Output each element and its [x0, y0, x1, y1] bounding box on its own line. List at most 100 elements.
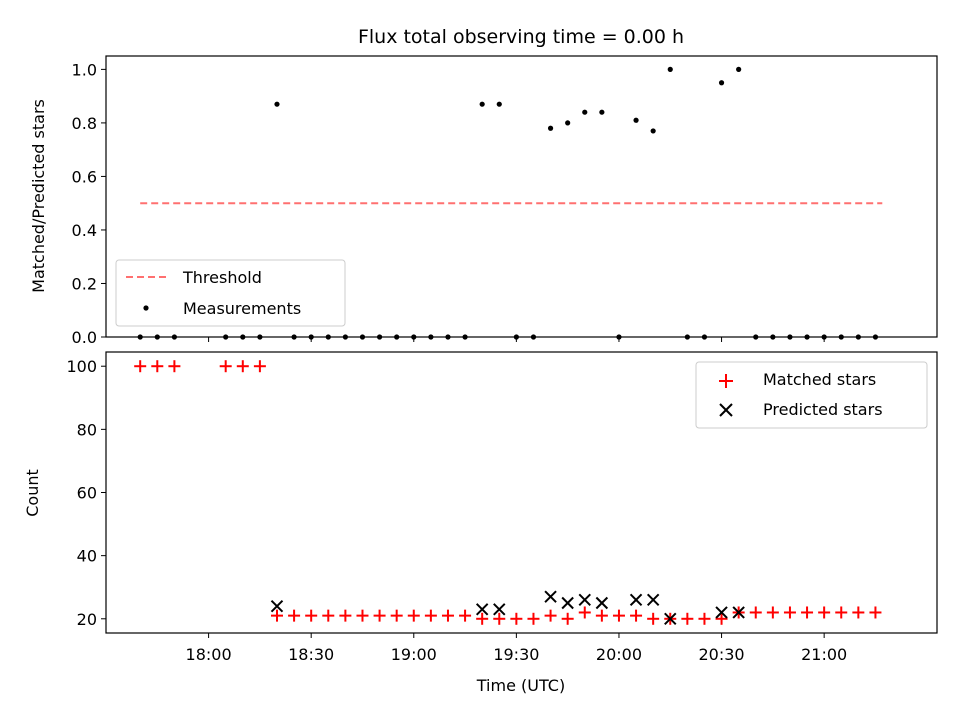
measurement-point: [445, 334, 451, 340]
matched-point: [698, 612, 711, 625]
matched-point: [595, 609, 608, 622]
bottom-y-tick-label: 100: [66, 357, 97, 376]
measurement-point: [787, 334, 793, 340]
legend-matched-label: Matched stars: [763, 370, 876, 389]
top-panel: 0.0 0.2 0.4 0.6 0.8 1.0 Matched/Predicted sta…: [29, 55, 938, 347]
legend-predicted-label: Predicted stars: [763, 400, 883, 419]
matched-point: [151, 360, 164, 373]
measurement-point: [394, 334, 400, 340]
bottom-x-tick-label: 20:30: [699, 645, 745, 664]
matched-point: [835, 606, 848, 619]
matched-point: [681, 612, 694, 625]
bottom-legend: Matched stars Predicted stars: [695, 361, 928, 429]
legend-matched-swatch: [719, 374, 733, 388]
matched-point: [476, 612, 489, 625]
measurement-point: [428, 334, 434, 340]
predicted-point: [715, 606, 728, 619]
matched-point: [749, 606, 762, 619]
measurement-point: [154, 334, 160, 340]
matched-point: [288, 609, 301, 622]
predicted-point: [578, 593, 591, 607]
matched-point: [373, 609, 386, 622]
predicted-point: [561, 596, 574, 610]
measurement-point: [838, 334, 844, 340]
measurement-point: [513, 334, 519, 340]
bottom-x-tick-label: 20:00: [596, 645, 642, 664]
predicted-point: [629, 593, 643, 607]
matched-point: [134, 360, 147, 373]
measurement-point: [359, 334, 366, 340]
measurement-point: [616, 334, 622, 340]
measurement-point: [667, 66, 673, 72]
matched-point: [612, 609, 625, 622]
chart-title: Flux total observing time = 0.00 h: [358, 26, 684, 48]
measurement-point: [137, 334, 143, 340]
measurement-point: [684, 334, 690, 340]
bottom-x-axis-label: Time (UTC): [476, 676, 565, 695]
bottom-legend-box: [695, 361, 928, 429]
bottom-y-tick-label: 60: [77, 484, 97, 503]
matched-point: [783, 606, 796, 619]
measurement-point: [479, 101, 485, 107]
matched-point: [270, 609, 283, 622]
bottom-y-tick-label: 80: [77, 420, 97, 439]
measurement-point: [223, 334, 229, 340]
legend-measurements-swatch: [143, 305, 149, 311]
matched-point: [339, 609, 352, 622]
measurement-point: [821, 334, 827, 340]
top-legend: Threshold Measurements: [115, 259, 346, 327]
bottom-marks: [134, 360, 882, 625]
matched-point: [219, 360, 232, 373]
measurement-point: [582, 109, 588, 115]
top-marks: [137, 66, 883, 340]
matched-point: [356, 609, 369, 622]
matched-point: [305, 609, 318, 622]
matched-point: [510, 612, 523, 625]
top-y-tick-label: 1.0: [72, 60, 97, 79]
measurement-point: [376, 334, 383, 340]
matched-point: [801, 606, 814, 619]
measurement-point: [257, 334, 263, 340]
matched-point: [168, 360, 181, 373]
matched-point: [441, 609, 454, 622]
bottom-y-tick-label: 20: [77, 610, 97, 629]
matched-point: [715, 612, 728, 625]
legend-threshold-label: Threshold: [182, 268, 262, 287]
matched-point: [236, 360, 249, 373]
measurement-point: [342, 334, 348, 340]
matched-point: [390, 609, 403, 622]
matched-point: [322, 609, 335, 622]
top-y-tick-label: 0.4: [72, 221, 97, 240]
measurement-point: [855, 334, 861, 340]
measurement-point: [633, 117, 639, 123]
top-y-tick-label: 0.2: [72, 274, 97, 293]
measurement-point: [462, 334, 468, 340]
measurement-point: [274, 101, 280, 107]
predicted-point: [270, 599, 284, 613]
measurement-point: [496, 101, 502, 107]
legend-measurements-label: Measurements: [183, 299, 301, 318]
predicted-point: [664, 612, 677, 625]
matched-point: [527, 612, 540, 625]
measurement-point: [530, 334, 537, 340]
legend-predicted-swatch: [719, 403, 733, 417]
bottom-x-tick-label: 19:00: [391, 645, 437, 664]
top-legend-box: [115, 259, 346, 327]
matched-point: [424, 609, 437, 622]
predicted-point: [493, 603, 506, 616]
measurement-point: [547, 125, 554, 131]
matched-point: [459, 609, 472, 622]
measurement-point: [171, 334, 177, 340]
matched-point: [647, 612, 660, 625]
bottom-y-ticks: 20 40 60 80 100: [66, 357, 106, 629]
matched-point: [407, 609, 420, 622]
top-y-axis-label: Matched/Predicted stars: [29, 99, 48, 293]
matched-point: [253, 360, 266, 373]
bottom-x-tick-label: 21:00: [801, 645, 847, 664]
matched-point: [544, 609, 557, 622]
measurement-point: [308, 334, 314, 340]
measurement-point: [770, 334, 776, 340]
top-plot-frame: [105, 55, 938, 338]
top-y-ticks: 0.0 0.2 0.4 0.6 0.8 1.0: [72, 60, 106, 347]
bottom-x-tick-label: 18:30: [288, 645, 334, 664]
